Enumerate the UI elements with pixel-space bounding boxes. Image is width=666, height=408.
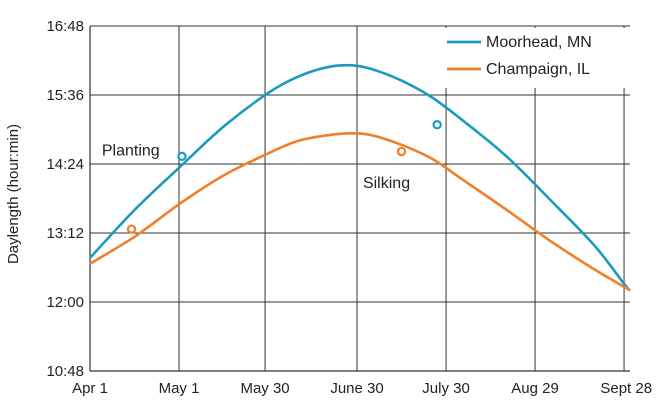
x-tick-label: Apr 1	[72, 380, 108, 397]
marker-moorhead	[177, 151, 187, 162]
x-tick-label: June 30	[330, 380, 383, 397]
x-tick-label: Aug 29	[511, 380, 559, 397]
series-line-moorhead	[89, 63, 631, 292]
legend-entry: Champaign, IL	[486, 61, 590, 78]
y-tick-label: 13:12	[46, 225, 84, 242]
series-line-champaign	[89, 131, 631, 292]
marker-champaign	[396, 146, 407, 157]
legend-entry: Moorhead, MN	[486, 34, 592, 51]
legend: Moorhead, MN Champaign, IL	[440, 28, 628, 88]
series-markers	[126, 120, 442, 234]
annotation-label: Silking	[363, 175, 410, 192]
marker-champaign	[126, 224, 137, 234]
y-tick-label: 10:48	[46, 363, 84, 380]
y-tick-label: 14:24	[46, 156, 84, 173]
y-tick-label: 16:48	[46, 18, 84, 35]
y-axis-title: Daylength (hour:min)	[5, 124, 22, 264]
legend-box	[440, 28, 628, 88]
axes: 10:48 12:00 13:12 14:24 15:36 16:48 Apr 1 May 1…	[46, 18, 652, 397]
series-lines	[89, 63, 631, 292]
y-tick-label: 15:36	[46, 87, 84, 104]
x-tick-label: May 30	[240, 380, 289, 397]
x-tick-label: Sept 28	[600, 380, 652, 397]
marker-moorhead	[432, 120, 442, 130]
annotation-label: Planting	[102, 142, 160, 159]
x-tick-label: July 30	[422, 380, 470, 397]
annotations: Planting Silking	[102, 142, 410, 192]
x-tick-label: May 1	[159, 380, 200, 397]
y-tick-label: 12:00	[46, 294, 84, 311]
